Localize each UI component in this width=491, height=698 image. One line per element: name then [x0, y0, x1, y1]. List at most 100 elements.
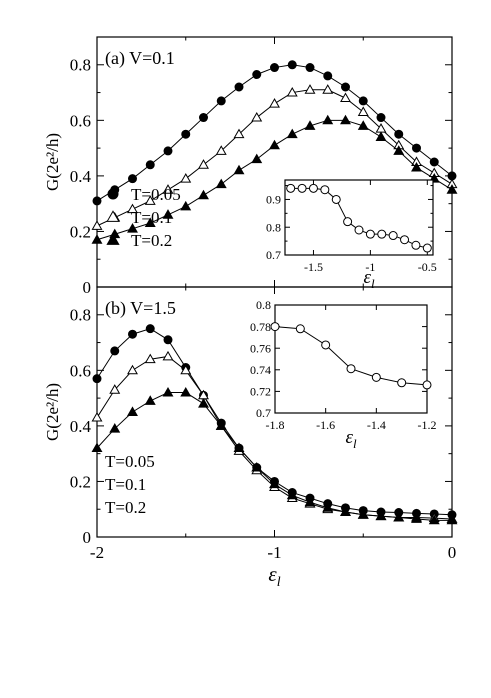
data-point: [127, 223, 138, 233]
x-tick-label: -1.5: [304, 260, 323, 274]
data-point: [180, 386, 192, 397]
data-point: [340, 92, 351, 103]
data-point: [269, 139, 280, 150]
y-tick-label: 0.76: [250, 341, 271, 355]
data-point: [162, 350, 174, 361]
data-point: [428, 514, 440, 525]
data-point: [297, 183, 307, 193]
y-tick-label: 0.7: [256, 406, 271, 420]
x-tick-label: -1.6: [316, 418, 335, 432]
data-point: [412, 143, 421, 153]
data-point: [233, 164, 245, 175]
data-point: [91, 442, 103, 453]
data-point: [181, 129, 191, 139]
inset-x-axis-label-sub: l: [353, 436, 357, 451]
x-axis-label-sub: l: [277, 575, 281, 590]
data-point: [198, 398, 209, 408]
inset-a-frame: [284, 179, 434, 256]
data-point: [180, 364, 192, 375]
data-point: [411, 240, 421, 250]
legend-marker: [106, 233, 120, 245]
inset-b-frame: [274, 304, 428, 414]
y-tick-label: 0: [83, 278, 92, 297]
data-point: [144, 195, 156, 205]
series-t-0-05: [92, 60, 457, 206]
data-point: [144, 353, 156, 364]
data-point: [371, 372, 381, 382]
data-point: [215, 420, 227, 430]
data-point: [144, 217, 156, 228]
data-point: [354, 225, 364, 235]
legend-entry: T=0.2: [106, 231, 172, 250]
legend-label: T=0.2: [105, 498, 146, 517]
x-tick-label: -1.4: [367, 418, 386, 432]
y-axis-label: G(2e²/h): [43, 133, 62, 191]
y-tick-label: 0.4: [70, 167, 92, 186]
data-point: [422, 380, 432, 390]
data-point: [145, 324, 155, 334]
x-tick-label: -0.5: [418, 260, 437, 274]
y-tick-label: 0: [83, 528, 92, 547]
data-point: [340, 114, 351, 125]
data-point: [252, 70, 262, 79]
series-0: [286, 183, 432, 253]
legend-entry: T=0.05: [107, 185, 181, 204]
y-tick-label: 0.8: [70, 56, 91, 75]
data-point: [357, 106, 369, 116]
y-tick-label: 0.72: [250, 385, 271, 399]
y-tick-label: 0.2: [70, 472, 91, 491]
series-t-0-2: [91, 386, 458, 525]
legend-label: T=0.05: [131, 185, 181, 204]
data-point: [446, 184, 458, 194]
data-point: [163, 146, 173, 156]
legend-label: T=0.05: [105, 452, 155, 471]
data-point: [346, 364, 356, 374]
data-point: [365, 229, 375, 239]
inset-b: 0.7 0.72 0.74 0.76 0.78 0.8 -1.8 -1.6 -1.4 -1.2 εl: [250, 298, 437, 451]
panel-a: 0 0.2 0.4 0.6 0.8 (a) V=0.1 G(2e²/h) T=0.05 T=0.…: [43, 36, 458, 297]
y-tick-label: 0.8: [256, 298, 271, 312]
data-point: [270, 322, 280, 332]
data-point: [127, 203, 138, 214]
data-point: [251, 111, 263, 122]
x-tick-label: -1.2: [418, 418, 437, 432]
data-point: [216, 96, 226, 106]
inset-x-axis-label-main: ε: [363, 267, 371, 288]
y-tick-label: 0.9: [266, 193, 281, 207]
panel-b: 00.20.40.60.8-2 -1 0(b) V=1.5G(2e²/h)εlT=0…: [43, 286, 458, 590]
data-point: [411, 161, 422, 172]
legend-entry: T=0.1: [105, 475, 146, 494]
data-point: [304, 496, 316, 507]
data-point: [233, 442, 245, 453]
legend-entry: T=0.2: [105, 498, 146, 517]
y-tick-label: 0.6: [70, 111, 91, 130]
data-point: [358, 96, 368, 106]
inset-x-axis-label: εl: [345, 427, 357, 451]
data-point: [286, 86, 298, 97]
data-point: [322, 114, 334, 125]
data-point: [341, 82, 350, 92]
data-point: [162, 386, 174, 397]
y-tick-label: 0.6: [70, 361, 91, 380]
data-point: [343, 217, 353, 227]
data-point: [357, 120, 369, 130]
panel-label: (a) V=0.1: [105, 48, 175, 69]
data-point: [446, 514, 458, 525]
data-point: [295, 324, 305, 334]
data-point: [411, 513, 422, 523]
data-point: [91, 411, 103, 422]
data-point: [322, 84, 334, 94]
data-point: [304, 120, 316, 130]
y-tick-label: 0.8: [266, 220, 281, 234]
data-point: [269, 478, 280, 489]
data-point: [198, 189, 209, 200]
data-point: [91, 234, 103, 244]
legend-marker: [107, 188, 119, 200]
data-point: [377, 229, 387, 239]
data-point: [322, 502, 334, 512]
inset-x-axis-label-main: ε: [345, 427, 353, 448]
data-point: [163, 335, 173, 345]
data-point: [286, 183, 296, 193]
data-point: [320, 185, 330, 195]
inset-x-axis-label-sub: l: [371, 276, 375, 291]
